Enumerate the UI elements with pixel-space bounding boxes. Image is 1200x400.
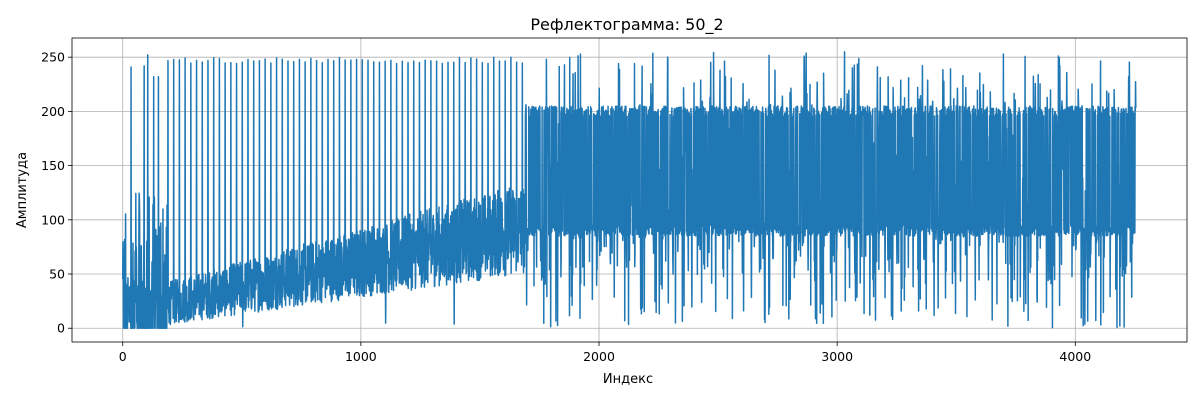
x-axis-label: Индекс (603, 372, 653, 387)
y-tick-label: 200 (41, 104, 65, 119)
y-tick-label: 150 (41, 158, 65, 173)
x-tick-label: 0 (119, 349, 127, 364)
series-line (121, 51, 1137, 329)
x-tick-label: 2000 (583, 349, 615, 364)
x-tick-label: 4000 (1059, 349, 1091, 364)
axes-frame (71, 37, 1188, 343)
x-tick-label: 1000 (345, 349, 377, 364)
y-axis: 0 50 100 150 200 250 (41, 50, 72, 336)
y-tick-label: 250 (41, 50, 65, 65)
y-axis-label: Амплитуда (15, 152, 30, 228)
x-axis: 0 1000 2000 3000 4000 (119, 342, 1091, 364)
y-tick-label: 0 (57, 321, 65, 336)
y-tick-label: 50 (49, 267, 65, 282)
chart-title: Рефлектограмма: 50_2 (530, 15, 723, 35)
y-tick-label: 100 (41, 212, 65, 227)
series-layer (121, 51, 1137, 329)
x-tick-label: 3000 (821, 349, 853, 364)
